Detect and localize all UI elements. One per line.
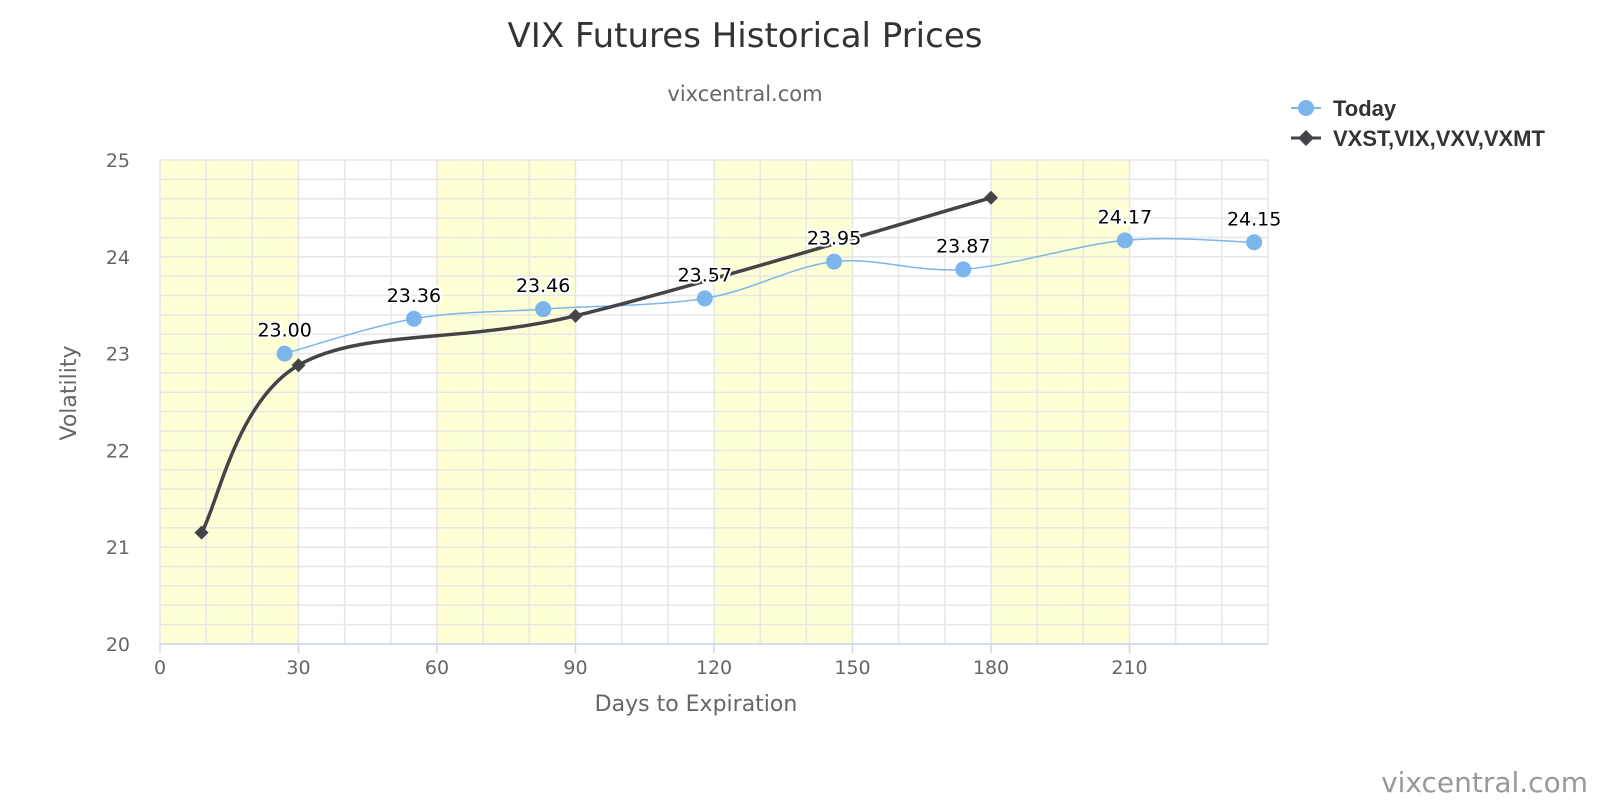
- x-tick-label: 60: [425, 657, 449, 679]
- y-tick-label: 20: [106, 634, 130, 656]
- y-tick-label: 23: [106, 344, 130, 366]
- y-tick-label: 21: [106, 537, 130, 559]
- legend-label-today: Today: [1333, 96, 1397, 121]
- data-point-diamond: [291, 358, 306, 373]
- x-tick-label: 150: [834, 657, 870, 679]
- y-axis-title: Volatility: [57, 345, 82, 440]
- legend-circle-icon: [1298, 100, 1314, 116]
- legend-label-vxst-vix-vxv-vxmt: VXST,VIX,VXV,VXMT: [1333, 126, 1545, 151]
- x-tick-label: 180: [973, 657, 1009, 679]
- x-tick-label: 90: [563, 657, 587, 679]
- data-label: 24.17: [1098, 206, 1152, 228]
- data-label: 23.95: [807, 228, 861, 250]
- y-tick-label: 22: [106, 440, 130, 462]
- data-label: 23.57: [678, 264, 732, 286]
- data-point-circle: [1116, 232, 1133, 249]
- data-point-circle: [405, 310, 422, 327]
- x-tick-label: 120: [696, 657, 732, 679]
- series-layer: [194, 190, 1263, 540]
- legend-diamond-icon: [1298, 130, 1314, 146]
- shaded-band: [714, 160, 853, 644]
- shaded-band: [437, 160, 576, 644]
- data-label: 24.15: [1227, 208, 1281, 230]
- data-point-circle: [276, 345, 293, 362]
- chart-title: VIX Futures Historical Prices: [508, 16, 983, 56]
- axes: 0 30 60 90 120 150 180 210 20 21 22 23 24 25: [106, 150, 1268, 679]
- data-point-circle: [1246, 234, 1263, 251]
- chart-credit[interactable]: vixcentral.com: [1381, 766, 1588, 799]
- legend-item-vxst-vix-vxv-vxmt[interactable]: VXST,VIX,VXV,VXMT: [1291, 126, 1545, 151]
- shaded-bands: [160, 160, 1130, 644]
- x-axis-title: Days to Expiration: [595, 692, 798, 717]
- y-tick-label: 25: [106, 150, 130, 172]
- data-point-diamond: [568, 308, 583, 323]
- data-label: 23.36: [387, 285, 441, 307]
- data-label: 23.00: [257, 320, 311, 342]
- data-point-diamond: [984, 190, 998, 205]
- shaded-band: [991, 160, 1130, 644]
- y-tick-label: 24: [106, 247, 130, 269]
- legend: Today VXST,VIX,VXV,VXMT: [1291, 96, 1545, 151]
- data-point-circle: [696, 290, 713, 307]
- series-line-1: [200, 196, 992, 534]
- data-point-circle: [955, 261, 972, 278]
- chart-subtitle: vixcentral.com: [667, 82, 822, 106]
- data-label: 23.87: [936, 235, 990, 257]
- x-tick-label: 30: [286, 657, 310, 679]
- data-point-circle: [826, 253, 843, 270]
- data-labels: 23.00 23.36 23.46 23.57 23.95 23.87 24.17 24.15: [255, 204, 1283, 343]
- data-label: 23.46: [516, 275, 570, 297]
- x-tick-label: 0: [154, 657, 166, 679]
- shaded-band: [160, 160, 299, 644]
- data-point-circle: [535, 301, 552, 318]
- data-point-diamond: [194, 525, 209, 540]
- series-line-0: [284, 237, 1255, 355]
- x-tick-label: 210: [1111, 657, 1147, 679]
- legend-item-today[interactable]: Today: [1291, 96, 1397, 121]
